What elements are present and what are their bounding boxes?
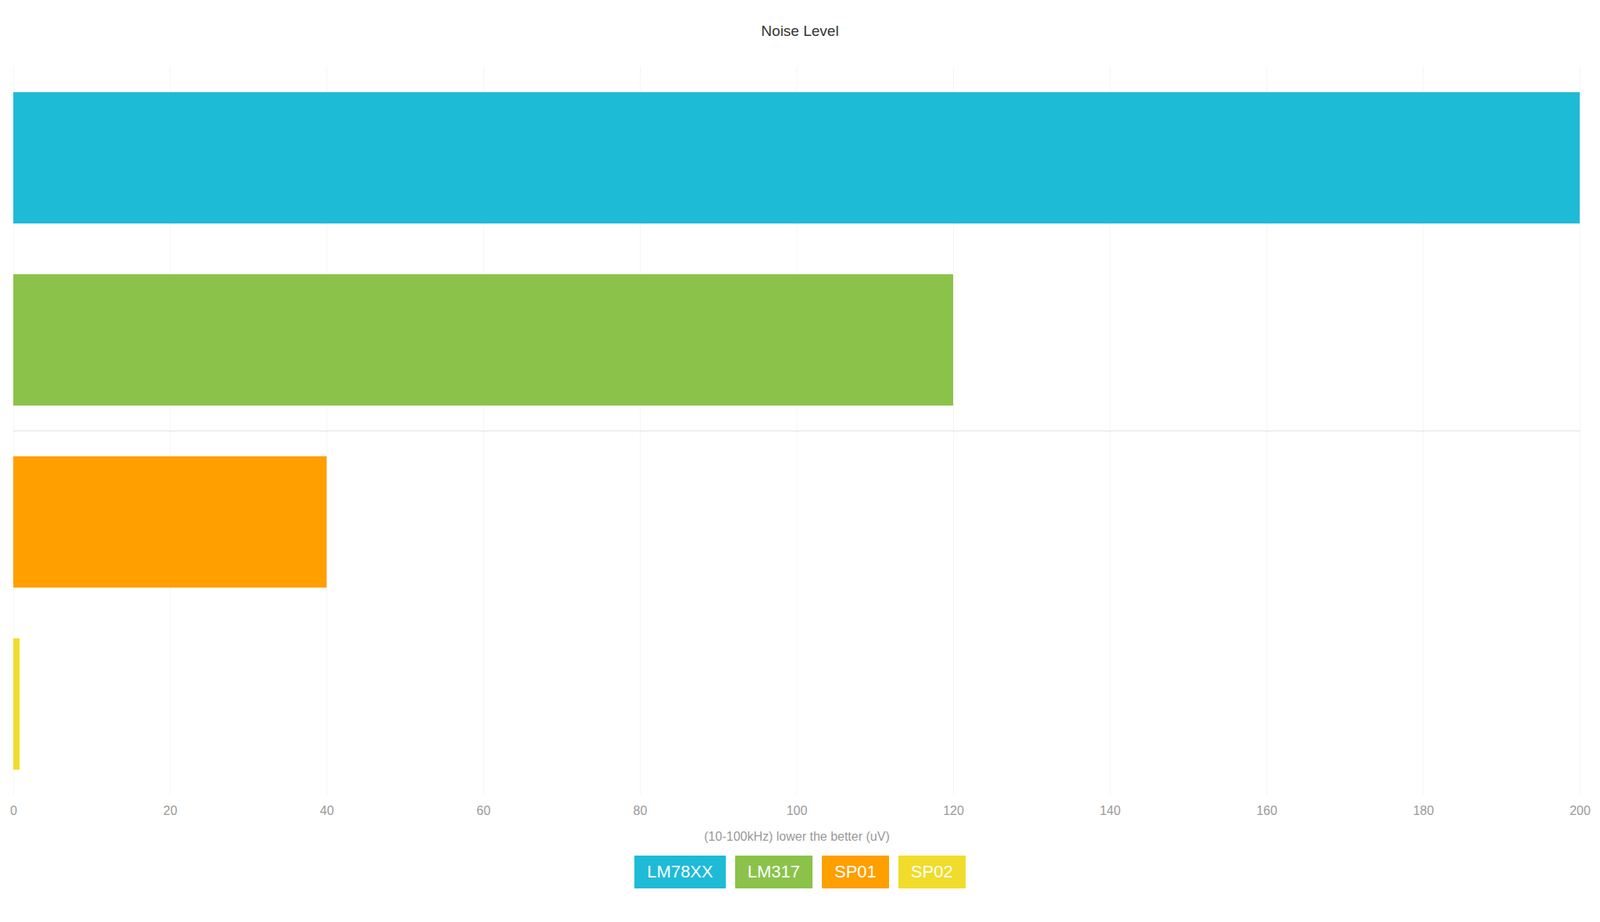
svg-text:160: 160 <box>1256 803 1278 818</box>
svg-text:20: 20 <box>163 803 178 818</box>
svg-text:0: 0 <box>10 803 18 818</box>
svg-text:60: 60 <box>476 803 491 818</box>
svg-text:120: 120 <box>942 803 965 818</box>
svg-text:200: 200 <box>1569 803 1591 818</box>
svg-text:100: 100 <box>786 803 808 818</box>
html-text:LM317: LM317 <box>747 861 800 882</box>
html-text:Noise Level: Noise Level <box>761 22 839 40</box>
svg-text:140: 140 <box>1100 803 1122 818</box>
svg-text:40: 40 <box>320 803 335 818</box>
html-text:SP01: SP01 <box>834 861 877 882</box>
html-text:SP02: SP02 <box>910 861 953 882</box>
svg-text:(10-100kHz) lower the better (: (10-100kHz) lower the better (uV) <box>703 829 890 843</box>
html-text:LM78XX: LM78XX <box>647 861 714 882</box>
svg-text:180: 180 <box>1413 803 1435 818</box>
svg-text:80: 80 <box>633 803 648 818</box>
